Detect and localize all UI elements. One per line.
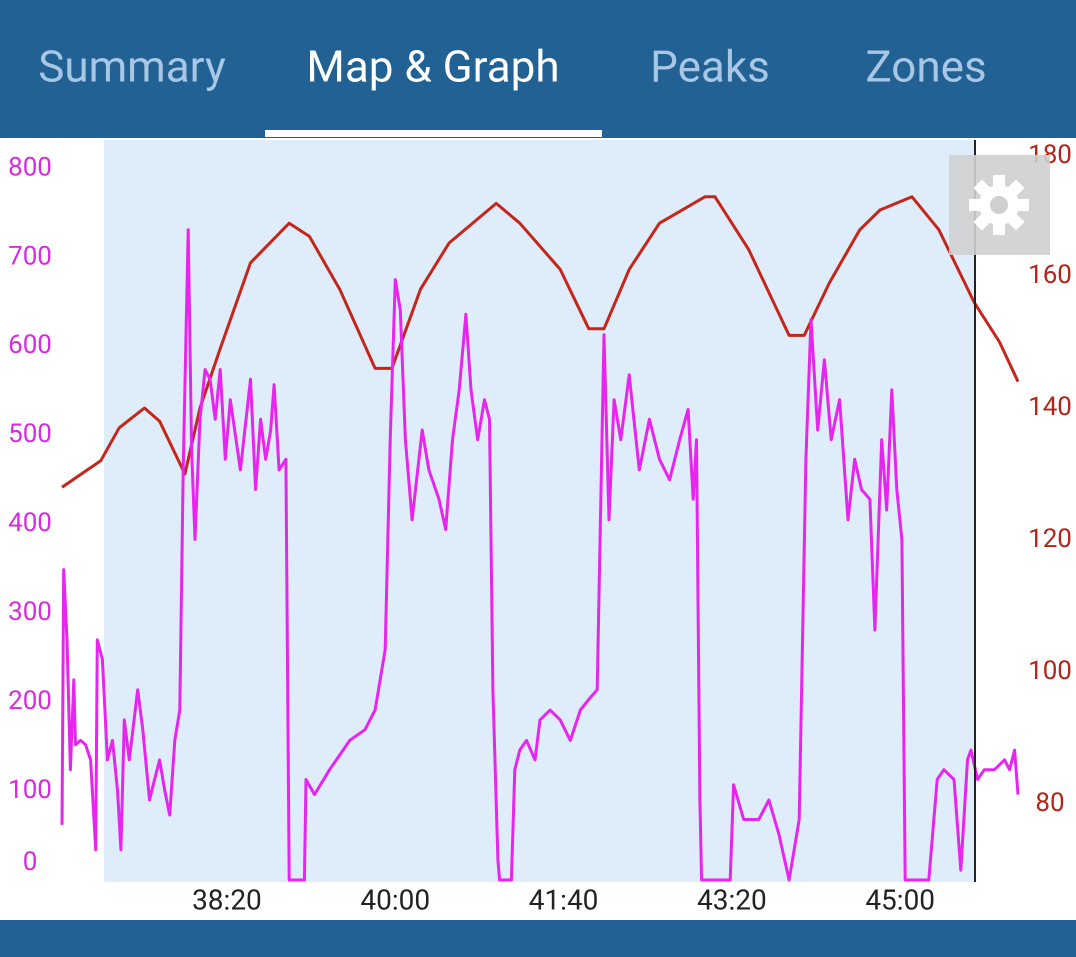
- gear-icon: [969, 175, 1029, 235]
- y2-tick-label: 100: [1028, 656, 1072, 686]
- y-tick-label: 500: [8, 419, 52, 449]
- data-line: [60, 228, 1020, 882]
- y2-tick-label: 140: [1028, 392, 1072, 422]
- data-line: [61, 195, 1020, 489]
- y-tick-label: 400: [8, 508, 52, 538]
- tab[interactable]: Peaks: [650, 41, 770, 93]
- x-tick-label: 45:00: [865, 883, 935, 916]
- selection-range: [104, 140, 975, 882]
- y-tick-label: 100: [8, 775, 52, 805]
- y-tick-label: 800: [8, 152, 52, 182]
- y-tick-label: 300: [8, 597, 52, 627]
- x-tick-label: 43:20: [697, 883, 767, 916]
- y-tick-label: 0: [23, 847, 38, 877]
- y2-tick-label: 120: [1028, 524, 1072, 554]
- x-tick-label: 38:20: [192, 883, 262, 916]
- y2-tick-label: 80: [1035, 788, 1064, 818]
- tab-indicator: [265, 130, 602, 137]
- bottom-bar: [0, 920, 1076, 957]
- y-tick-label: 600: [8, 330, 52, 360]
- y-tick-label: 700: [8, 241, 52, 271]
- plot: 0100200300400500600700800801001201401601…: [8, 140, 1072, 917]
- tab[interactable]: Zones: [865, 41, 986, 93]
- x-tick-label: 41:40: [529, 883, 599, 916]
- settings-button[interactable]: [949, 155, 1050, 255]
- x-tick-label: 40:00: [360, 883, 430, 916]
- tab-selected[interactable]: Map & Graph: [306, 41, 559, 93]
- tab[interactable]: Summary: [38, 41, 226, 93]
- y-tick-label: 200: [8, 686, 52, 716]
- tab-bar: [0, 0, 1076, 138]
- y2-tick-label: 160: [1028, 260, 1072, 290]
